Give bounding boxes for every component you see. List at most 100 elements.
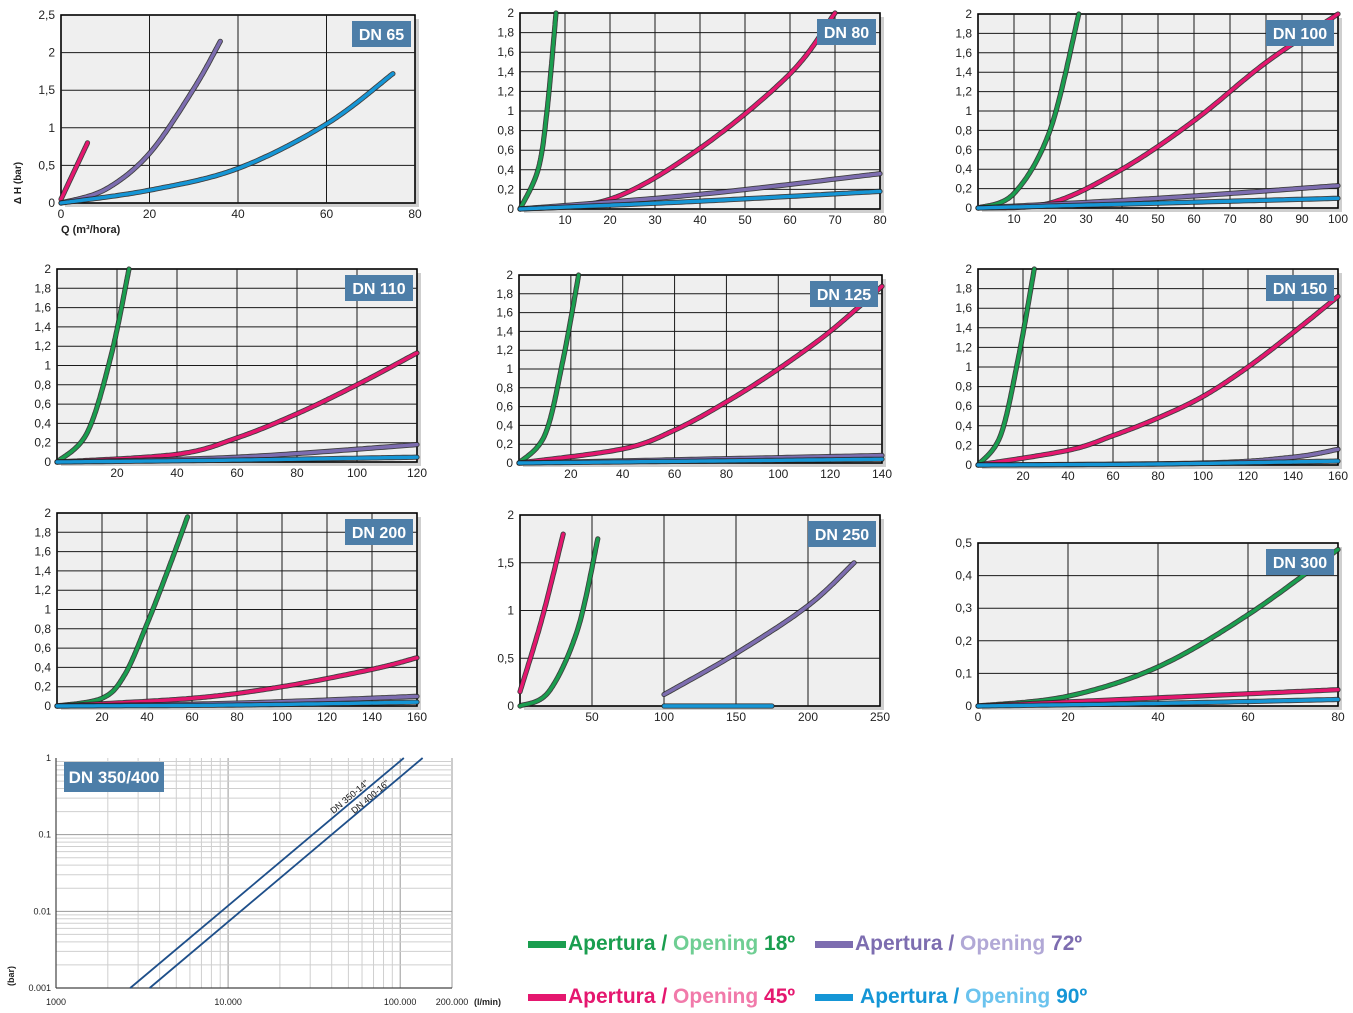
x-tick-label: 120 bbox=[820, 467, 840, 481]
x-tick-label: 120 bbox=[407, 466, 427, 480]
y-tick-label: 2 bbox=[506, 268, 513, 282]
legend-swatch-magenta bbox=[528, 993, 566, 1001]
legend-open18-prefix: Apertura / bbox=[568, 932, 674, 955]
x-tick-label: 40 bbox=[231, 207, 245, 221]
y-tick-label: 1,2 bbox=[34, 339, 51, 353]
x-tick-label: 60 bbox=[1106, 469, 1120, 483]
y-tick-label: 1 bbox=[965, 360, 972, 374]
y-tick-label: 0,3 bbox=[955, 601, 972, 615]
y-tick-label: 2,5 bbox=[38, 8, 55, 22]
x-tick-label: 20 bbox=[564, 467, 578, 481]
y-tick-label: 1,5 bbox=[497, 556, 514, 570]
x-tick-label: 40 bbox=[616, 467, 630, 481]
chart-dn-8: 0 0,1 0,2 0,3 0,4 0,5 0 20 40 60 80 DN 300 bbox=[955, 536, 1345, 724]
y-tick-label: 0,6 bbox=[955, 143, 972, 157]
legend-swatch-blue bbox=[815, 993, 853, 1001]
legend-open18: Apertura / Opening 18º bbox=[528, 932, 795, 956]
y-tick-label: 1 bbox=[44, 603, 51, 617]
y-tick-label: 0 bbox=[965, 458, 972, 472]
series-line-open45 bbox=[976, 294, 1340, 467]
y-tick-label: 0 bbox=[44, 699, 51, 713]
y-tick-label: 0.1 bbox=[38, 830, 51, 840]
x-tick-label: 100.000 bbox=[384, 997, 417, 1007]
chart-dn-5: 0 0,2 0,4 0,6 0,8 1 1,2 1,4 1,6 1,8 2 20 40 60 80 100 12… bbox=[955, 262, 1348, 483]
y-tick-label: 0,2 bbox=[955, 438, 972, 452]
x-tick-label: 60 bbox=[230, 466, 244, 480]
y-tick-label: 0,2 bbox=[955, 182, 972, 196]
y-tick-label: 0,8 bbox=[955, 123, 972, 137]
legend-open90-opening: Opening bbox=[965, 985, 1051, 1008]
y-tick-label: 2 bbox=[48, 46, 55, 60]
log-series-line bbox=[149, 757, 424, 989]
y-tick-label: 0,2 bbox=[34, 680, 51, 694]
y-tick-label: 0 bbox=[44, 455, 51, 469]
y-tick-label: 0,5 bbox=[38, 158, 55, 172]
x-tick-label: 40 bbox=[693, 213, 707, 227]
x-tick-label: 140 bbox=[872, 467, 892, 481]
y-tick-label: 0,6 bbox=[34, 397, 51, 411]
y-tick-label: 1,2 bbox=[497, 84, 514, 98]
x-tick-label: 10.000 bbox=[214, 997, 242, 1007]
x-tick-label: 140 bbox=[362, 710, 382, 724]
y-tick-label: 0,5 bbox=[497, 651, 514, 665]
x-tick-label: 40 bbox=[1115, 212, 1129, 226]
y-tick-label: 1,4 bbox=[497, 65, 514, 79]
title-badge bbox=[817, 19, 876, 45]
y-tick-label: 0,8 bbox=[955, 380, 972, 394]
y-tick-label: 0,4 bbox=[34, 416, 51, 430]
y-tick-label: 1,4 bbox=[34, 564, 51, 578]
chart-title: DN 300 bbox=[1273, 555, 1327, 572]
series-line-open72 bbox=[662, 561, 856, 697]
y-tick-label: 0 bbox=[48, 196, 55, 210]
series-line-open90 bbox=[976, 196, 1340, 210]
x-tick-label: 80 bbox=[230, 710, 244, 724]
y-tick-label: 1,2 bbox=[496, 343, 513, 357]
chart-title: DN 125 bbox=[817, 287, 871, 304]
x-tick-label: 80 bbox=[1151, 469, 1165, 483]
y-tick-label: 1,8 bbox=[496, 287, 513, 301]
y-tick-label: 0,8 bbox=[496, 381, 513, 395]
y-tick-label: 1,5 bbox=[38, 83, 55, 97]
series-line-open45 bbox=[55, 351, 419, 464]
x-tick-label: 20 bbox=[1061, 710, 1075, 724]
chart-title: DN 110 bbox=[352, 281, 405, 298]
x-tick-label: 160 bbox=[407, 710, 427, 724]
x-tick-label: 100 bbox=[272, 710, 292, 724]
y-tick-label: 0,8 bbox=[497, 124, 514, 138]
legend-open45-angle: 45º bbox=[764, 985, 796, 1008]
series-line-open18 bbox=[976, 267, 1036, 467]
x-tick-label: 40 bbox=[170, 466, 184, 480]
y-tick-label: 0,2 bbox=[955, 634, 972, 648]
y-tick-label: 0,8 bbox=[34, 378, 51, 392]
y-tick-label: 0 bbox=[965, 201, 972, 215]
series-line-open18 bbox=[517, 273, 581, 465]
x-tick-label: 60 bbox=[1187, 212, 1201, 226]
y-tick-label: 1,6 bbox=[955, 301, 972, 315]
series-line-open90 bbox=[518, 189, 882, 211]
legend-open72-angle: 72º bbox=[1051, 932, 1083, 955]
chart-dn-6: 0 0,2 0,4 0,6 0,8 1 1,2 1,4 1,6 1,8 2 20 40 60 80 100 12… bbox=[34, 506, 427, 724]
y-tick-label: 2 bbox=[965, 262, 972, 276]
y-tick-label: 0 bbox=[507, 699, 514, 713]
series-line-open18 bbox=[518, 537, 600, 708]
y-tick-label: 0 bbox=[507, 202, 514, 216]
y-tick-label: 1,2 bbox=[34, 583, 51, 597]
chart-dn-2: 0 0,2 0,4 0,6 0,8 1 1,2 1,4 1,6 1,8 2 10 20 30 40 50 60 7… bbox=[955, 7, 1348, 226]
y-tick-label: 2 bbox=[507, 6, 514, 20]
y-axis-label: (bar) bbox=[6, 966, 16, 986]
x-tick-label: 120 bbox=[1238, 469, 1258, 483]
x-tick-label: 100 bbox=[654, 710, 674, 724]
x-tick-label: 10 bbox=[1007, 212, 1021, 226]
y-tick-label: 1,4 bbox=[955, 65, 972, 79]
x-tick-label: 10 bbox=[558, 213, 572, 227]
x-tick-label: 80 bbox=[408, 207, 422, 221]
y-tick-label: 0,2 bbox=[496, 437, 513, 451]
x-tick-label: 20 bbox=[95, 710, 109, 724]
x-axis-label: (l/min) bbox=[474, 997, 501, 1007]
chart-dn-350-400: 0.001 0.01 0.1 1 1000 10.000 100.000 200.000 (l/… bbox=[6, 753, 501, 1007]
chart-title: DN 150 bbox=[1273, 281, 1327, 298]
y-tick-label: 1,6 bbox=[34, 301, 51, 315]
title-badge bbox=[810, 281, 878, 307]
x-tick-label: 80 bbox=[1331, 710, 1345, 724]
